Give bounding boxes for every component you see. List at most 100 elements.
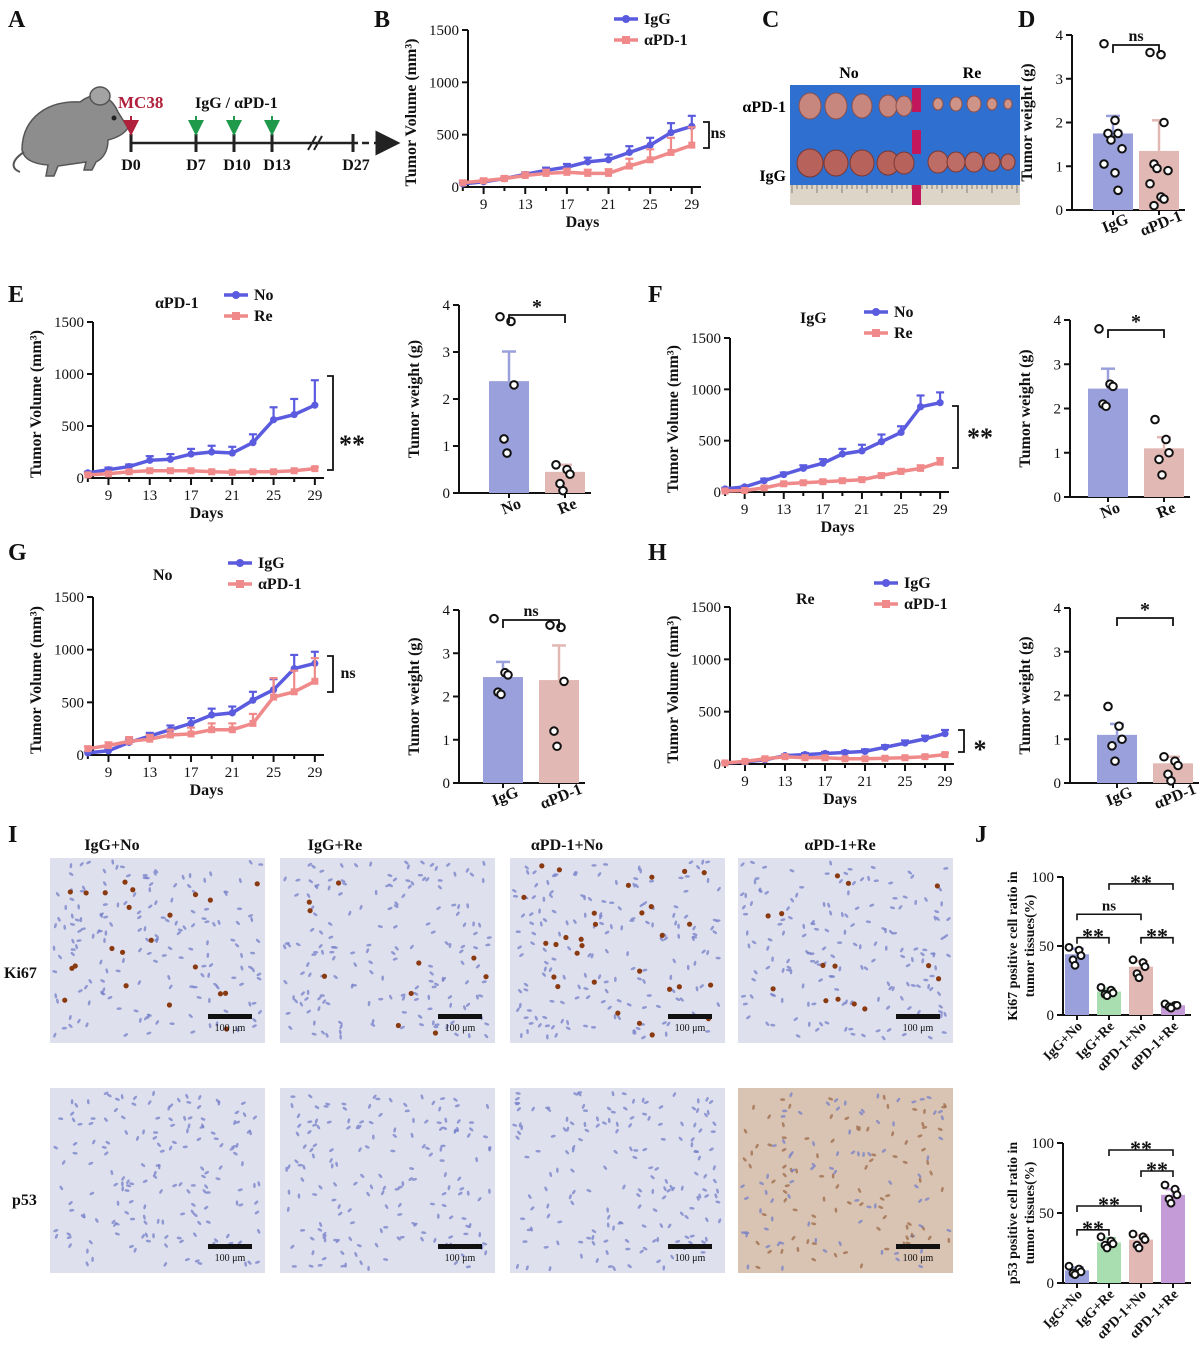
E_bar-xlabel-1: Re bbox=[555, 495, 579, 518]
histo-cell-1-2-82 bbox=[672, 1092, 677, 1097]
H_bar-dot-0-3 bbox=[1107, 741, 1117, 751]
scale-label-0-3: 100 μm bbox=[903, 1023, 934, 1034]
histo-cell-0-2-82 bbox=[543, 966, 547, 972]
tumor-apd1-no-2 bbox=[851, 93, 873, 119]
photo-col-no: No bbox=[839, 65, 859, 82]
histo-cell-0-0-105 bbox=[116, 902, 120, 908]
histo-cell-1-3-0 bbox=[804, 1137, 810, 1140]
histo-cell-1-1-167 bbox=[357, 1124, 362, 1130]
H_line-ytick-label-1500: 1500 bbox=[691, 600, 721, 616]
histo-cell-0-0-67 bbox=[160, 916, 166, 920]
histo-cell-0-2-143 bbox=[695, 986, 699, 992]
histo-cell-0-3-120 bbox=[906, 981, 910, 987]
histo-cell-1-0-21 bbox=[178, 1182, 183, 1187]
histo-cell-1-1-74 bbox=[319, 1222, 323, 1227]
histo-cell-0-3-154 bbox=[854, 906, 860, 910]
H_line-xtick-label-9: 9 bbox=[741, 774, 749, 790]
histo-cell-1-3-101 bbox=[844, 1116, 850, 1120]
histo-cell-1-0-70 bbox=[218, 1165, 223, 1170]
histo-cell-0-3-81 bbox=[789, 869, 795, 873]
histo-cell-0-0-116 bbox=[182, 925, 187, 930]
histo-cell-0-0-83 bbox=[154, 900, 158, 906]
histo-cell-0-3-80 bbox=[847, 890, 850, 896]
E_line-s1-point-11 bbox=[311, 465, 319, 473]
histo-cell-0-3-79 bbox=[913, 947, 919, 951]
histo-cell-1-2-29 bbox=[632, 1098, 635, 1104]
histo-cell-1-2-141 bbox=[543, 1245, 549, 1249]
histo-cell-0-0-153 bbox=[231, 976, 237, 980]
histo-cell-0-3-151 bbox=[834, 988, 840, 991]
histo-cell-1-3-8 bbox=[807, 1221, 811, 1227]
histo-cell-1-2-139 bbox=[586, 1189, 592, 1193]
histo-cell-1-2-94 bbox=[680, 1185, 684, 1191]
histo-positive-0-2-3 bbox=[666, 986, 673, 992]
histo-cell-1-3-167 bbox=[828, 1097, 834, 1101]
histo-cell-0-2-72 bbox=[542, 1015, 548, 1020]
histo-cell-1-2-26 bbox=[550, 1134, 556, 1138]
histo-cell-0-2-101 bbox=[526, 1028, 529, 1035]
G_bar-dot-0-2 bbox=[503, 670, 513, 680]
histo-cell-1-0-152 bbox=[215, 1177, 221, 1181]
histo-cell-1-1-113 bbox=[425, 1146, 430, 1150]
histo-positive-0-3-3 bbox=[834, 873, 841, 879]
tumor-samples bbox=[796, 92, 1016, 178]
histo-cell-1-2-61 bbox=[622, 1184, 626, 1190]
histo-cell-0-0-64 bbox=[63, 924, 67, 930]
histo-cell-0-3-53 bbox=[739, 892, 745, 897]
histo-cell-1-2-160 bbox=[525, 1265, 529, 1271]
histo-cell-0-1-136 bbox=[317, 1006, 321, 1012]
histo-cell-0-2-141 bbox=[603, 980, 609, 984]
histo-cell-1-2-79 bbox=[633, 1149, 639, 1152]
histo-cell-1-0-162 bbox=[141, 1233, 145, 1239]
histo-cell-0-0-158 bbox=[70, 948, 76, 951]
histo-cell-1-2-73 bbox=[647, 1115, 651, 1121]
histo-cell-1-0-137 bbox=[161, 1219, 165, 1225]
histo-cell-1-1-51 bbox=[428, 1152, 433, 1157]
histo-cell-0-0-41 bbox=[153, 870, 157, 876]
H_line-ylabel: Tumor Volume (mm³) bbox=[665, 616, 682, 764]
histo-cell-1-3-146 bbox=[922, 1126, 928, 1129]
histo-cell-1-2-90 bbox=[570, 1200, 575, 1206]
histo-cell-1-2-112 bbox=[562, 1127, 567, 1132]
F_bar-ytick-label-4: 4 bbox=[1054, 313, 1062, 329]
G_line-s1-point-7 bbox=[228, 726, 236, 734]
histo-cell-1-2-111 bbox=[570, 1168, 575, 1173]
histo-cell-0-1-135 bbox=[330, 946, 337, 949]
histo-cell-1-1-130 bbox=[309, 1147, 314, 1153]
histo-positive-0-2-8 bbox=[686, 921, 693, 927]
E_line-s0-point-8 bbox=[249, 439, 257, 447]
histo-cell-0-0-130 bbox=[146, 1013, 152, 1017]
B-s1-point-7 bbox=[605, 169, 613, 177]
histo-cell-0-0-148 bbox=[53, 1032, 57, 1038]
histo-cell-1-3-133 bbox=[782, 1172, 787, 1178]
histo-positive-0-3-9 bbox=[832, 963, 838, 969]
histo-cell-0-3-123 bbox=[781, 967, 785, 974]
histo-cell-1-2-150 bbox=[586, 1236, 592, 1240]
histo-cell-1-3-78 bbox=[819, 1174, 825, 1178]
histo-cell-1-2-22 bbox=[632, 1155, 638, 1160]
histo-cell-0-1-140 bbox=[311, 953, 317, 956]
histo-cell-1-2-12 bbox=[515, 1092, 521, 1095]
histo-cell-0-1-100 bbox=[431, 1020, 435, 1026]
histo-cell-1-3-74 bbox=[797, 1110, 803, 1115]
histo-cell-1-2-47 bbox=[712, 1121, 717, 1126]
histo-cell-1-0-7 bbox=[88, 1240, 93, 1245]
G_line-series-0 bbox=[83, 650, 319, 757]
histo-cell-1-3-136 bbox=[859, 1202, 864, 1206]
histo-cell-0-1-79 bbox=[306, 989, 310, 995]
histo-cell-1-3-7 bbox=[917, 1173, 922, 1178]
histo-cell-0-3-3 bbox=[751, 940, 757, 945]
E_bar-dot-1-4 bbox=[558, 485, 568, 496]
histo-cell-0-2-58 bbox=[626, 1003, 632, 1007]
histo-cell-1-3-166 bbox=[929, 1170, 933, 1176]
histo-cell-0-0-76 bbox=[119, 865, 125, 869]
histo-cell-1-0-161 bbox=[72, 1142, 78, 1146]
histo-cell-1-2-30 bbox=[691, 1106, 697, 1111]
histo-cell-0-2-115 bbox=[675, 997, 681, 1001]
histo-cell-1-0-25 bbox=[186, 1101, 192, 1104]
G_bar-dot-1-3 bbox=[549, 726, 559, 736]
histo-cell-1-0-55 bbox=[74, 1102, 78, 1108]
J_ki67-dot-1-4 bbox=[1102, 991, 1112, 1001]
tumor-apd1-no-0 bbox=[798, 92, 822, 120]
